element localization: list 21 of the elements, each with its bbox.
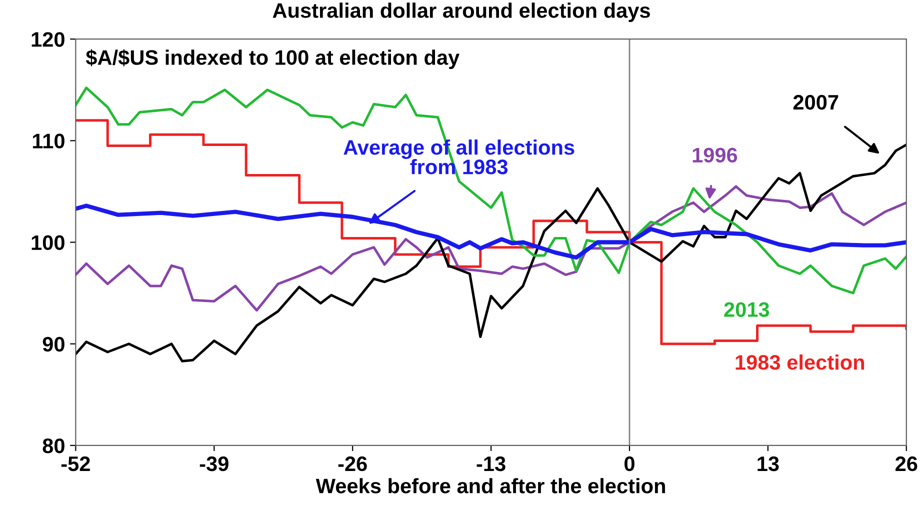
y-tick-label: 120 [32,32,64,47]
y-tick-label: 80 [42,438,64,454]
x-tick-label: -13 [476,456,506,472]
y-tick-label: 110 [32,134,64,148]
series-label: 2013 [724,302,770,317]
line-series [76,204,906,260]
series-label: 1983 election [736,354,864,370]
series-label: 1996 [692,148,738,163]
line-series [76,86,906,294]
x-tick-label: -39 [200,456,228,472]
chart-subtitle: $A/$US indexed to 100 at election day [86,49,460,70]
x-axis-title: Weeks before and after the election [316,478,665,494]
x-tick-label: 13 [758,456,779,472]
x-tick-label: -26 [338,456,367,472]
x-tick-label: 0 [624,456,634,472]
x-tick-label: 26 [896,456,918,472]
y-tick-label: 100 [32,235,64,250]
x-tick-label: -52 [61,456,90,472]
chart-title: Australian dollar around election days [272,2,650,22]
text: 2007 [793,94,838,110]
y-tick-label: 90 [42,336,64,352]
